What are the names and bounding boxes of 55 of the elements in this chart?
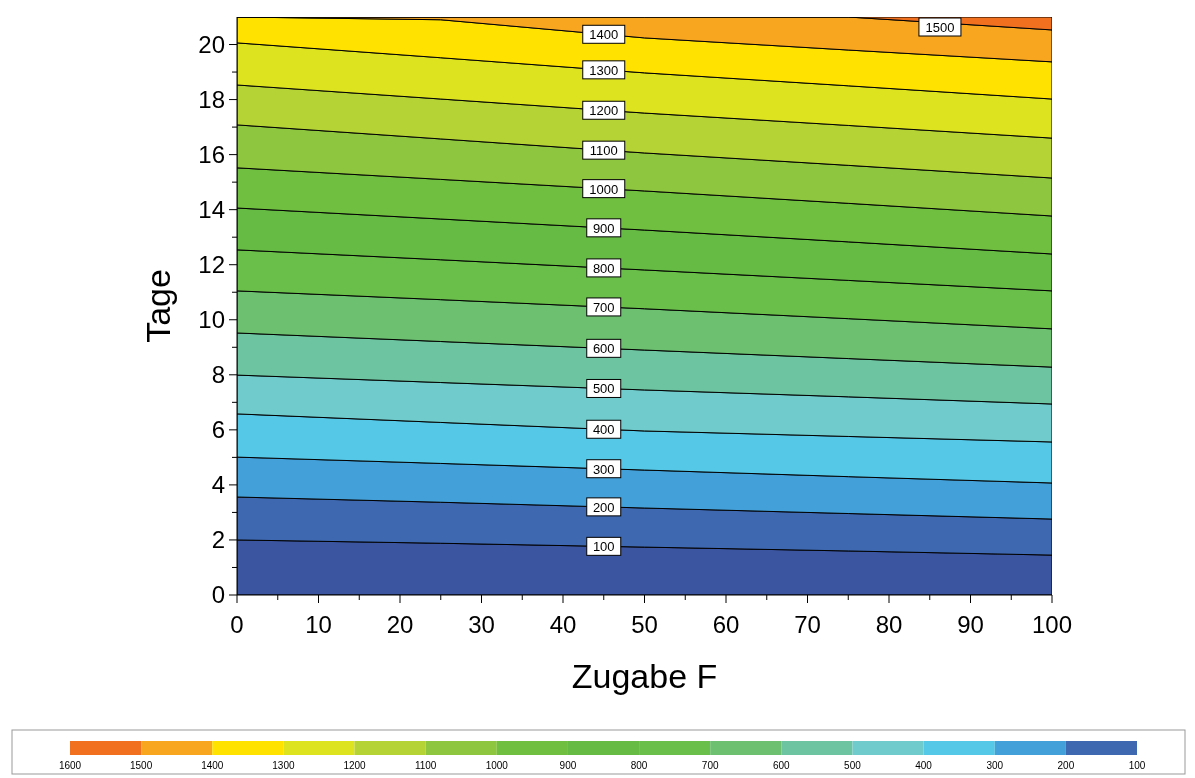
x-axis-title: Zugabe F — [571, 657, 718, 695]
y-tick-label: 6 — [211, 415, 225, 443]
color-bar-label: 1100 — [414, 760, 437, 771]
series-label: 1300 — [589, 62, 619, 78]
series-label: 400 — [592, 422, 615, 438]
x-tick-label: 50 — [631, 611, 658, 638]
color-bar-label: 700 — [701, 760, 719, 771]
color-bar-label: 1200 — [343, 760, 367, 771]
series-label: 300 — [592, 461, 615, 477]
color-bar-label: 600 — [772, 760, 791, 771]
series-label: 500 — [592, 381, 615, 397]
x-tick-label: 80 — [875, 611, 903, 638]
color-bar-label: 1500 — [130, 760, 153, 771]
y-tick-label: 14 — [198, 195, 225, 223]
series-label: 1000 — [589, 181, 619, 197]
x-tick-label: 70 — [794, 611, 821, 638]
color-bar-label: 1300 — [272, 760, 295, 771]
y-axis-title: Tage — [139, 269, 177, 343]
x-tick-label: 60 — [712, 611, 740, 638]
y-tick-label: 4 — [211, 470, 225, 498]
y-tick-label: 20 — [198, 30, 225, 58]
x-tick-label: 0 — [230, 611, 244, 638]
color-bar-label: 300 — [986, 760, 1004, 771]
series-label: 900 — [592, 220, 615, 236]
x-tick-label: 40 — [549, 611, 577, 638]
color-bar-label: 200 — [1057, 760, 1075, 771]
y-tick-label: 2 — [211, 525, 225, 553]
series-label: 200 — [592, 499, 615, 515]
y-tick-label: 16 — [198, 140, 225, 168]
y-tick-label: 12 — [198, 250, 225, 278]
color-bar-label: 800 — [630, 760, 648, 771]
color-bar-label: 1400 — [201, 760, 224, 771]
series-label: 700 — [592, 299, 615, 315]
series-label: 600 — [592, 341, 615, 357]
color-bar-label: 500 — [844, 760, 862, 771]
x-tick-label: 10 — [305, 611, 332, 638]
color-bar-label: 100 — [1128, 760, 1146, 771]
series-label: 1200 — [589, 103, 619, 119]
x-tick-label: 90 — [957, 611, 984, 638]
x-tick-label: 100 — [1031, 611, 1073, 638]
x-tick-label: 20 — [386, 611, 414, 638]
series-label: 1100 — [589, 143, 618, 159]
y-tick-label: 0 — [211, 581, 225, 608]
color-bar-label: 1600 — [58, 760, 82, 771]
color-bar-label: 400 — [915, 760, 933, 771]
series-label: 1400 — [589, 27, 619, 43]
color-bar-label: 1000 — [485, 760, 509, 771]
y-tick-label: 10 — [198, 305, 225, 333]
series-label: 100 — [592, 539, 615, 555]
x-tick-label: 30 — [468, 611, 495, 638]
y-tick-label: 8 — [211, 360, 225, 388]
color-bar-label: 900 — [559, 760, 577, 771]
y-tick-label: 18 — [198, 85, 225, 113]
series-label: 800 — [592, 260, 615, 276]
series-label: 1500 — [925, 20, 955, 35]
